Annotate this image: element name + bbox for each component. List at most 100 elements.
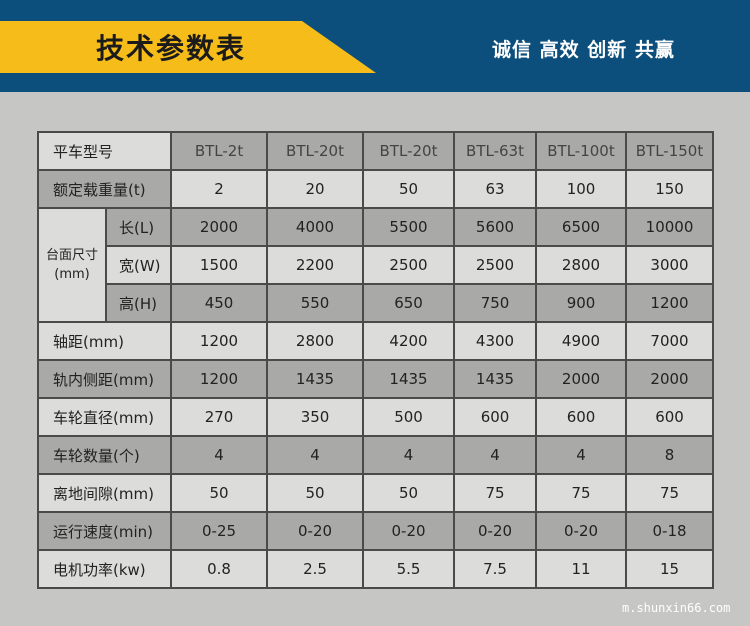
model-cell: BTL-2t: [170, 131, 269, 171]
table-cell: 650: [362, 283, 456, 323]
table-cell: 50: [362, 169, 456, 209]
table-cell: 750: [453, 283, 538, 323]
table-cell: 4: [362, 435, 456, 475]
table-cell: 4: [453, 435, 538, 475]
table-cell: 4: [170, 435, 269, 475]
table-row: 运行速度(min) 0-25 0-20 0-20 0-20 0-20 0-18: [36, 511, 715, 551]
table-cell: 0-20: [535, 511, 628, 551]
table-size-group-label: 台面尺寸 (mm): [37, 207, 107, 323]
row-label: 高(H): [104, 283, 173, 323]
table-cell: 1200: [625, 283, 715, 323]
table-body: 轴距(mm) 1200 2800 4200 4300 4900 7000 轨内侧距(mm) 12…: [36, 321, 715, 589]
table-cell: 600: [453, 397, 538, 437]
table-cell: 50: [362, 473, 456, 513]
row-label: 宽(W): [104, 245, 173, 285]
header-row: 平车型号 BTL-2t BTL-20t BTL-20t BTL-63t BTL-…: [36, 131, 715, 171]
row-label: 车轮数量(个): [36, 435, 173, 475]
model-cell: BTL-63t: [453, 131, 538, 171]
table-cell: 0-20: [266, 511, 365, 551]
table-cell: 50: [170, 473, 269, 513]
table-cell: 1435: [362, 359, 456, 399]
table-cell: 100: [535, 169, 628, 209]
table-cell: 2000: [170, 207, 269, 247]
row-label: 电机功率(kw): [36, 549, 173, 589]
group-label-line2: (mm): [54, 267, 90, 282]
table-cell: 75: [625, 473, 715, 513]
table-cell: 0-20: [453, 511, 538, 551]
table-row: 车轮数量(个) 4 4 4 4 4 8: [36, 435, 715, 475]
table-cell: 1200: [170, 321, 269, 361]
table-cell: 0-18: [625, 511, 715, 551]
table-cell: 15: [625, 549, 715, 589]
row-label: 额定载重量(t): [36, 169, 173, 209]
table-cell: 4300: [453, 321, 538, 361]
table-cell: 2500: [362, 245, 456, 285]
table-cell: 3000: [625, 245, 715, 285]
table-row: 车轮直径(mm) 270 350 500 600 600 600: [36, 397, 715, 437]
table-cell: 7000: [625, 321, 715, 361]
table-cell: 600: [535, 397, 628, 437]
row-label: 轨内侧距(mm): [36, 359, 173, 399]
table-cell: 2500: [453, 245, 538, 285]
table-cell: 1435: [453, 359, 538, 399]
table-cell: 2: [170, 169, 269, 209]
table-cell: 7.5: [453, 549, 538, 589]
table-cell: 11: [535, 549, 628, 589]
table-cell: 4: [535, 435, 628, 475]
table-cell: 5600: [453, 207, 538, 247]
table-cell: 2800: [266, 321, 365, 361]
table-cell: 2000: [535, 359, 628, 399]
table-cell: 8: [625, 435, 715, 475]
table-cell: 63: [453, 169, 538, 209]
group-label-line1: 台面尺寸: [45, 248, 98, 263]
table-cell: 5.5: [362, 549, 456, 589]
table-cell: 10000: [625, 207, 715, 247]
table-cell: 6500: [535, 207, 628, 247]
table-cell: 20: [266, 169, 365, 209]
model-cell: BTL-150t: [625, 131, 715, 171]
model-cell: BTL-20t: [362, 131, 456, 171]
table-cell: 75: [535, 473, 628, 513]
table-row: 轴距(mm) 1200 2800 4200 4300 4900 7000: [36, 321, 715, 361]
table-cell: 1500: [170, 245, 269, 285]
slogan-text: 诚信 高效 创新 共赢: [492, 39, 675, 61]
table-row: 电机功率(kw) 0.8 2.5 5.5 7.5 11 15: [36, 549, 715, 589]
table-cell: 600: [625, 397, 715, 437]
table-cell: 450: [170, 283, 269, 323]
table-cell: 4200: [362, 321, 456, 361]
table-row: 高(H) 450 550 650 750 900 1200: [38, 283, 715, 323]
model-cell: BTL-20t: [266, 131, 365, 171]
model-cell: BTL-100t: [535, 131, 628, 171]
table-row: 额定载重量(t) 2 20 50 63 100 150: [36, 169, 715, 209]
row-label: 车轮直径(mm): [36, 397, 173, 437]
table-cell: 1200: [170, 359, 269, 399]
table-row: 离地间隙(mm) 50 50 50 75 75 75: [36, 473, 715, 513]
table-cell: 50: [266, 473, 365, 513]
table-cell: 0-20: [362, 511, 456, 551]
row-label: 运行速度(min): [36, 511, 173, 551]
table-row: 宽(W) 1500 2200 2500 2500 2800 3000: [38, 245, 715, 285]
table-cell: 270: [170, 397, 269, 437]
row-label: 轴距(mm): [36, 321, 173, 361]
title-ribbon: [0, 21, 376, 73]
table-cell: 75: [453, 473, 538, 513]
watermark: m.shunxin66.com: [622, 601, 731, 615]
table-cell: 4000: [266, 207, 365, 247]
table-cell: 4: [266, 435, 365, 475]
table-cell: 2000: [625, 359, 715, 399]
table-cell: 350: [266, 397, 365, 437]
table-cell: 5500: [362, 207, 456, 247]
table-row: 轨内侧距(mm) 1200 1435 1435 1435 2000 2000: [36, 359, 715, 399]
row-label: 离地间隙(mm): [36, 473, 173, 513]
page-title: 技术参数表: [96, 32, 247, 65]
table-cell: 0.8: [170, 549, 269, 589]
table-cell: 150: [625, 169, 715, 209]
table-cell: 500: [362, 397, 456, 437]
table-cell: 2800: [535, 245, 628, 285]
table-cell: 2.5: [266, 549, 365, 589]
row-label: 长(L): [104, 207, 173, 247]
table-cell: 900: [535, 283, 628, 323]
table-row: 台面尺寸 (mm) 长(L) 2000 4000 5500 5600 6500 …: [37, 207, 715, 323]
table-cell: 550: [266, 283, 365, 323]
table-cell: 0-25: [170, 511, 269, 551]
